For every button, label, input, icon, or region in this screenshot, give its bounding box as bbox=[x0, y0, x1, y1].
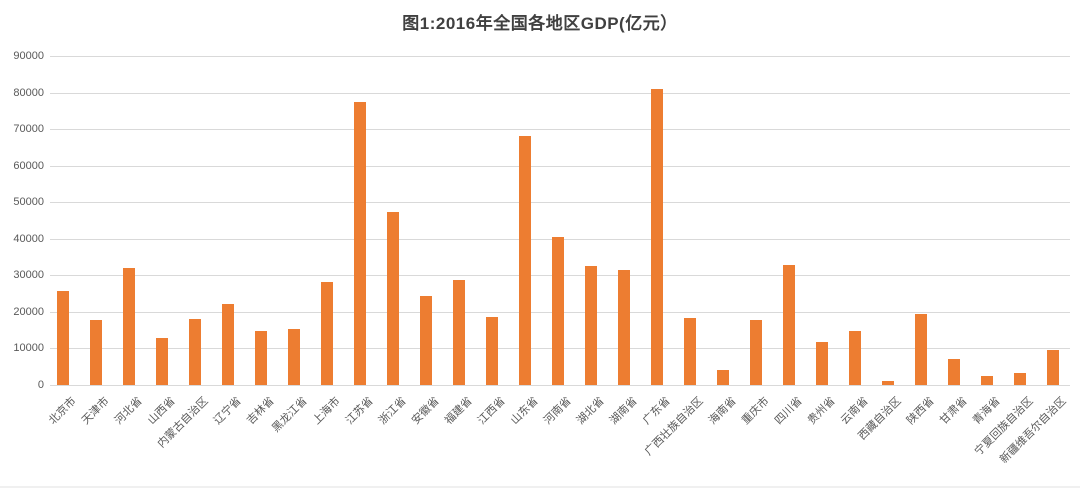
x-axis-label: 北京市 bbox=[46, 395, 79, 427]
x-axis-label: 安徽省 bbox=[409, 395, 442, 427]
bar bbox=[353, 102, 366, 385]
bar bbox=[287, 328, 300, 385]
bar bbox=[56, 291, 69, 385]
bar bbox=[485, 317, 498, 385]
x-axis-label: 浙江省 bbox=[376, 395, 409, 427]
bar bbox=[188, 318, 201, 385]
gridline bbox=[50, 92, 1070, 94]
bar bbox=[749, 320, 762, 385]
x-axis-label: 河北省 bbox=[112, 395, 145, 427]
bar bbox=[980, 375, 993, 385]
y-axis-label: 10000 bbox=[13, 342, 44, 355]
bar bbox=[1013, 373, 1026, 385]
bar bbox=[518, 136, 531, 385]
x-axis-label: 江西省 bbox=[475, 395, 508, 427]
chart-title: 图1:2016年全国各地区GDP(亿元） bbox=[402, 14, 678, 33]
bar bbox=[155, 337, 168, 385]
bar bbox=[815, 341, 828, 385]
x-axis-label: 甘肃省 bbox=[937, 395, 970, 427]
y-axis-label: 90000 bbox=[13, 50, 44, 62]
x-axis-label: 重庆市 bbox=[739, 395, 772, 427]
x-axis-label: 四川省 bbox=[772, 395, 805, 427]
bottom-divider bbox=[0, 486, 1080, 488]
bar bbox=[254, 330, 267, 385]
bar bbox=[650, 89, 663, 385]
gridline bbox=[50, 385, 1070, 386]
bar bbox=[221, 304, 234, 385]
y-axis-label: 0 bbox=[37, 379, 44, 391]
gridline bbox=[50, 165, 1070, 167]
y-axis-label: 60000 bbox=[13, 159, 44, 172]
y-axis-label: 80000 bbox=[13, 86, 44, 99]
x-axis-label: 海南省 bbox=[706, 395, 739, 427]
x-axis-label: 辽宁省 bbox=[211, 395, 244, 427]
y-axis-label: 30000 bbox=[13, 269, 44, 282]
bar bbox=[947, 358, 960, 385]
bar bbox=[551, 237, 564, 385]
bar bbox=[584, 265, 597, 385]
bar bbox=[683, 318, 696, 385]
bar bbox=[914, 314, 927, 385]
x-axis-label: 江苏省 bbox=[343, 395, 376, 427]
y-axis-label: 20000 bbox=[13, 305, 44, 318]
x-axis-label: 山东省 bbox=[508, 395, 541, 427]
x-axis-label: 贵州省 bbox=[805, 395, 838, 427]
x-axis-label: 上海市 bbox=[310, 395, 343, 427]
bar bbox=[89, 319, 102, 385]
x-axis: 北京市 天津市 河北省 山西省 内蒙古自治区 辽宁省 吉林省 黑龙江省 上海市 江苏省 浙江省 安徽省… bbox=[46, 391, 1070, 486]
y-axis: 0 10000 20000 30000 40000 50000 60000 70000 8000… bbox=[0, 50, 44, 391]
bar bbox=[617, 269, 630, 385]
plot-area bbox=[50, 56, 1070, 386]
y-axis-label: 50000 bbox=[13, 196, 44, 209]
bar bbox=[452, 279, 465, 385]
y-axis-label: 70000 bbox=[13, 123, 44, 136]
bar bbox=[386, 212, 399, 385]
bar bbox=[1046, 349, 1059, 385]
x-axis-label: 湖南省 bbox=[607, 395, 640, 427]
bar bbox=[782, 264, 795, 385]
x-axis-label: 福建省 bbox=[442, 395, 475, 427]
gridline bbox=[50, 202, 1070, 204]
bar bbox=[848, 330, 861, 385]
bar bbox=[320, 281, 333, 385]
x-axis-label: 天津市 bbox=[79, 395, 112, 427]
bar bbox=[716, 370, 729, 385]
y-axis-label: 40000 bbox=[13, 232, 44, 245]
x-axis-label: 黑龙江省 bbox=[269, 395, 310, 435]
bar bbox=[881, 380, 894, 385]
bar bbox=[419, 295, 432, 385]
gridline bbox=[50, 56, 1070, 57]
x-axis-label: 湖北省 bbox=[574, 395, 607, 427]
gridline bbox=[50, 129, 1070, 131]
x-axis-label: 陕西省 bbox=[904, 395, 937, 427]
bar bbox=[122, 267, 135, 385]
x-axis-label: 河南省 bbox=[541, 395, 574, 427]
